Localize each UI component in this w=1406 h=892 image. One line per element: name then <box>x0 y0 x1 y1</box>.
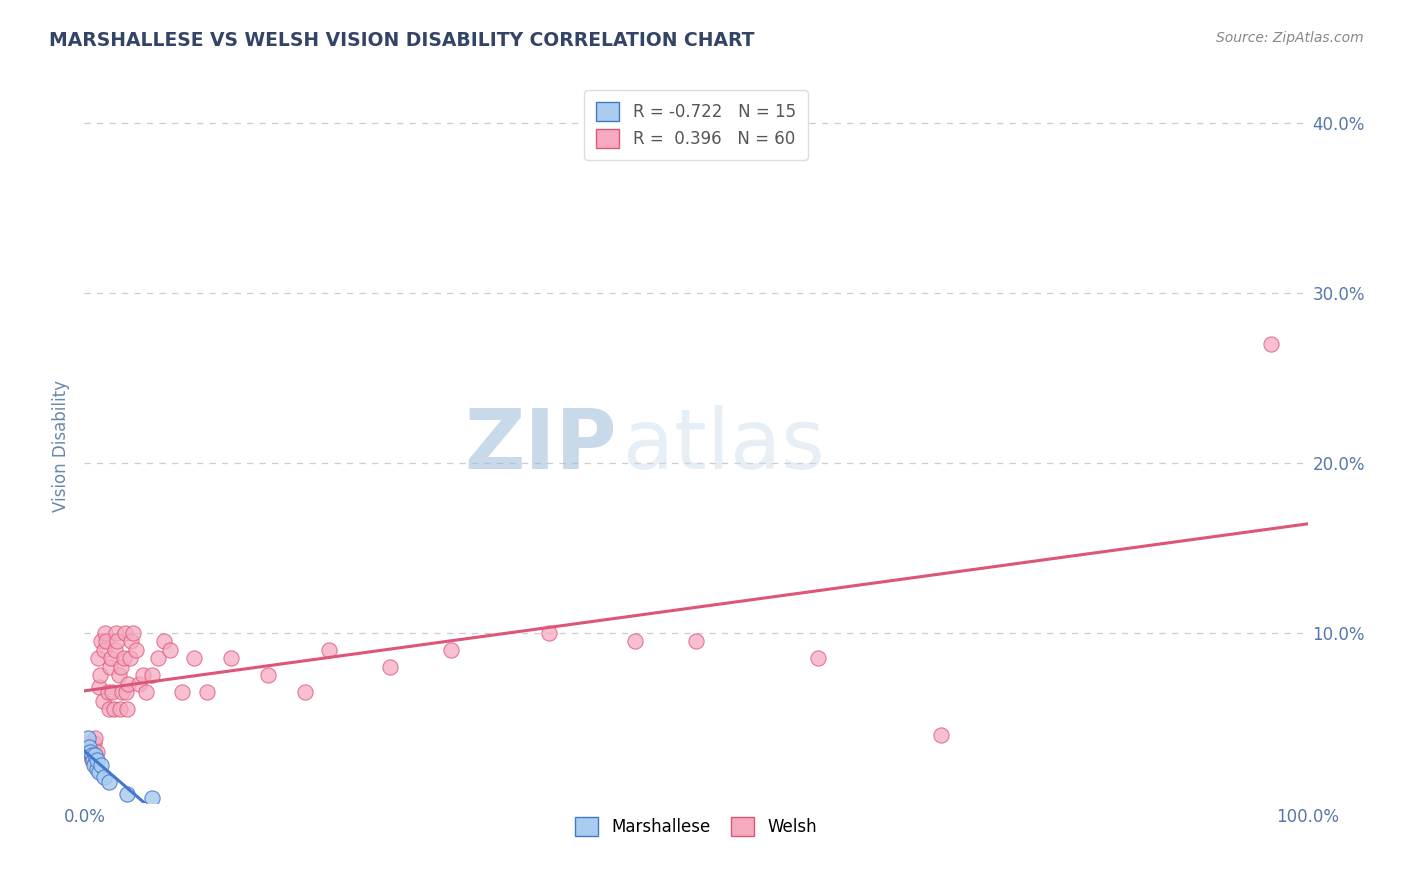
Point <box>96 634 118 648</box>
Point <box>120 634 142 648</box>
Point <box>87 651 110 665</box>
Point <box>114 626 136 640</box>
Legend: Marshallese, Welsh: Marshallese, Welsh <box>567 808 825 845</box>
Point <box>93 643 115 657</box>
Text: MARSHALLESE VS WELSH VISION DISABILITY CORRELATION CHART: MARSHALLESE VS WELSH VISION DISABILITY C… <box>49 31 755 50</box>
Point <box>257 668 280 682</box>
Point <box>219 651 242 665</box>
Point <box>90 634 112 648</box>
Point <box>294 685 316 699</box>
Point <box>1260 337 1282 351</box>
Point <box>97 702 120 716</box>
Point <box>380 660 402 674</box>
Point <box>440 643 463 657</box>
Point <box>98 660 121 674</box>
Point <box>77 739 100 754</box>
Text: atlas: atlas <box>623 406 824 486</box>
Point <box>82 741 104 756</box>
Point <box>91 694 114 708</box>
Point <box>122 626 145 640</box>
Point <box>146 651 169 665</box>
Point <box>132 668 155 682</box>
Point <box>103 702 125 716</box>
Point <box>195 685 218 699</box>
Point <box>807 651 830 665</box>
Point <box>105 626 128 640</box>
Text: Source: ZipAtlas.com: Source: ZipAtlas.com <box>1216 31 1364 45</box>
Point <box>183 651 205 665</box>
Point <box>77 736 100 750</box>
Point <box>84 748 107 763</box>
Point <box>538 626 561 640</box>
Point <box>141 668 163 682</box>
Point <box>83 736 105 750</box>
Point <box>115 702 138 716</box>
Point <box>108 702 131 716</box>
Point <box>86 753 108 767</box>
Point <box>100 651 122 665</box>
Point <box>80 748 103 763</box>
Point <box>82 753 104 767</box>
Point <box>107 668 129 682</box>
Point <box>115 685 138 699</box>
Point <box>84 731 107 746</box>
Y-axis label: Vision Disability: Vision Disability <box>52 380 70 512</box>
Point <box>117 677 139 691</box>
Point <box>624 634 647 648</box>
Point <box>112 651 135 665</box>
Point <box>153 634 176 648</box>
Point <box>141 790 163 805</box>
Point <box>77 745 100 759</box>
Point <box>118 651 141 665</box>
Point <box>93 770 115 784</box>
Point <box>89 668 111 682</box>
Point <box>94 626 117 640</box>
Point <box>115 787 138 801</box>
Point <box>80 753 103 767</box>
Point <box>105 634 128 648</box>
Point <box>79 745 101 759</box>
Point <box>101 685 124 699</box>
Point <box>172 685 194 699</box>
Point <box>97 685 120 699</box>
Point <box>685 634 707 648</box>
Point <box>77 731 100 746</box>
Point <box>83 758 105 772</box>
Point <box>135 685 157 699</box>
Point <box>97 775 120 789</box>
Point <box>87 765 110 780</box>
Point <box>110 660 132 674</box>
Point <box>87 680 110 694</box>
Point <box>128 677 150 691</box>
Point <box>111 685 134 699</box>
Point <box>104 643 127 657</box>
Point <box>159 643 181 657</box>
Point <box>318 643 340 657</box>
Point <box>929 728 952 742</box>
Point <box>79 748 101 763</box>
Point <box>125 643 148 657</box>
Point <box>86 745 108 759</box>
Text: ZIP: ZIP <box>464 406 616 486</box>
Point <box>90 758 112 772</box>
Point <box>86 762 108 776</box>
